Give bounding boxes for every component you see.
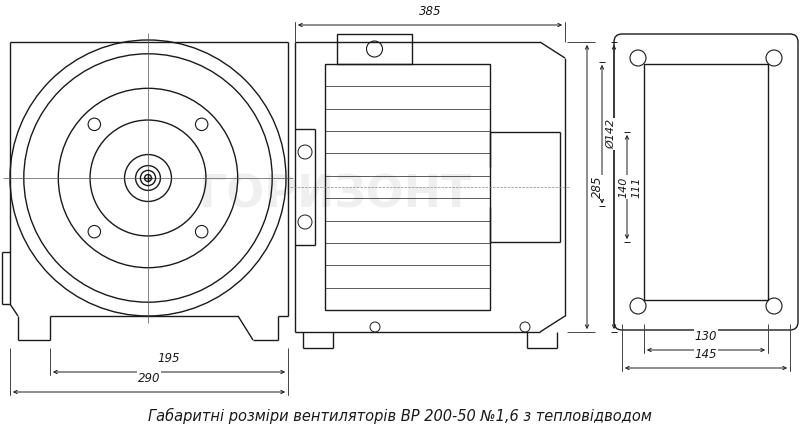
- Text: Габаритні розміри вентиляторів ВР 200-50 №1,6 з тепловідводом: Габаритні розміри вентиляторів ВР 200-50…: [148, 408, 652, 424]
- Text: 195: 195: [158, 352, 180, 365]
- Bar: [337, 34, 412, 64]
- Bar: [325, 64, 490, 310]
- Text: Ø142: Ø142: [606, 119, 616, 149]
- Text: 285: 285: [591, 176, 604, 198]
- Text: 290: 290: [138, 372, 160, 385]
- Text: 145: 145: [694, 348, 718, 361]
- Text: 130: 130: [694, 330, 718, 343]
- Text: ГОРИЗОНТ: ГОРИЗОНТ: [199, 174, 473, 217]
- Text: 385: 385: [418, 5, 442, 18]
- Text: 111: 111: [631, 176, 641, 198]
- Bar: [644, 64, 768, 300]
- Text: 140: 140: [618, 176, 628, 198]
